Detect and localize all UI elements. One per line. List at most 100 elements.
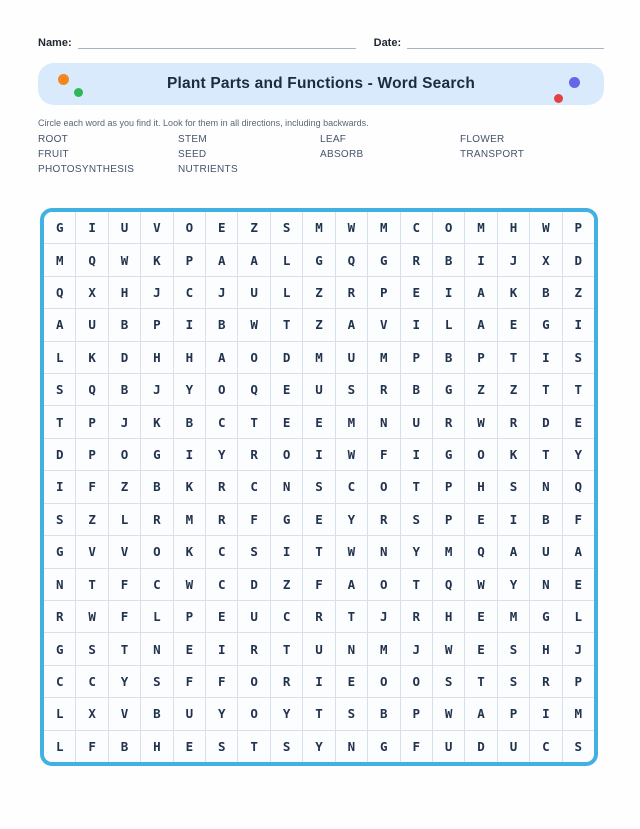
grid-cell-r5c4: H [141, 341, 173, 374]
word-list: ROOT STEM LEAF FLOWER FRUIT SEED ABSORB TRANSPO… [38, 134, 604, 175]
grid-cell-r9c4: B [141, 471, 173, 503]
title-banner: Plant Parts and Functions - Word Search [38, 63, 604, 105]
grid-cell-r7c1: T [44, 406, 76, 438]
grid-cell-r4c15: E [497, 309, 530, 341]
grid-cell-r4c1: A [44, 309, 76, 341]
grid-cell-r3c16: B [530, 276, 562, 309]
grid-cell-r5c11: M [368, 341, 400, 374]
grid-cell-r1c16: W [530, 212, 562, 244]
grid-cell-r6c3: B [108, 374, 141, 406]
grid-cell-r16c13: W [432, 698, 465, 730]
grid-cell-r5c3: D [108, 341, 141, 374]
grid-cell-r2c6: A [206, 244, 238, 276]
grid-cell-r12c11: O [368, 568, 400, 600]
grid-cell-r5c9: M [303, 341, 335, 374]
grid-cell-r7c17: E [562, 406, 594, 438]
grid-cell-r12c5: W [173, 568, 206, 600]
grid-cell-r7c2: P [76, 406, 108, 438]
grid-cell-r14c8: T [270, 633, 303, 665]
grid-cell-r9c10: C [335, 471, 368, 503]
grid-cell-r14c11: M [368, 633, 400, 665]
grid-cell-r12c10: A [335, 568, 368, 600]
grid-cell-r6c7: Q [238, 374, 270, 406]
grid-cell-r8c2: P [76, 438, 108, 471]
grid-cell-r4c8: T [270, 309, 303, 341]
grid-cell-r13c4: L [141, 600, 173, 633]
grid-cell-r7c14: W [465, 406, 497, 438]
grid-cell-r1c6: E [206, 212, 238, 244]
grid-cell-r12c16: N [530, 568, 562, 600]
grid-cell-r3c11: P [368, 276, 400, 309]
grid-cell-r15c5: F [173, 665, 206, 698]
grid-cell-r17c1: L [44, 730, 76, 762]
grid-cell-r15c15: S [497, 665, 530, 698]
grid-cell-r3c10: R [335, 276, 368, 309]
grid-cell-r8c17: Y [562, 438, 594, 471]
grid-cell-r15c3: Y [108, 665, 141, 698]
grid-cell-r4c6: B [206, 309, 238, 341]
grid-cell-r13c1: R [44, 600, 76, 633]
name-date-row: Name: Date: [38, 32, 604, 49]
grid-cell-r14c3: T [108, 633, 141, 665]
grid-cell-r3c9: Z [303, 276, 335, 309]
grid-cell-r12c9: F [303, 568, 335, 600]
date-label: Date: [373, 37, 402, 49]
grid-cell-r11c7: S [238, 536, 270, 568]
grid-cell-r3c17: Z [562, 276, 594, 309]
grid-cell-r1c5: O [173, 212, 206, 244]
grid-cell-r3c7: U [238, 276, 270, 309]
grid-cell-r2c15: J [497, 244, 530, 276]
grid-cell-r9c12: T [400, 471, 432, 503]
grid-cell-r13c13: H [432, 600, 465, 633]
grid-cell-r10c13: P [432, 503, 465, 536]
grid-cell-r13c8: C [270, 600, 303, 633]
grid-cell-r14c5: E [173, 633, 206, 665]
grid-cell-r10c4: R [141, 503, 173, 536]
grid-cell-r7c5: B [173, 406, 206, 438]
grid-cell-r16c12: P [400, 698, 432, 730]
grid-cell-r7c9: E [303, 406, 335, 438]
grid-cell-r11c16: U [530, 536, 562, 568]
grid-cell-r17c8: S [270, 730, 303, 762]
grid-cell-r17c14: D [465, 730, 497, 762]
grid-cell-r1c4: V [141, 212, 173, 244]
grid-cell-r12c7: D [238, 568, 270, 600]
grid-cell-r10c1: S [44, 503, 76, 536]
grid-cell-r15c13: S [432, 665, 465, 698]
grid-cell-r1c15: H [497, 212, 530, 244]
grid-cell-r15c11: O [368, 665, 400, 698]
word-list-item: ABSORB [320, 149, 364, 160]
grid-cell-r11c1: G [44, 536, 76, 568]
grid-cell-r11c5: K [173, 536, 206, 568]
grid-cell-r13c11: J [368, 600, 400, 633]
grid-cell-r3c2: X [76, 276, 108, 309]
grid-cell-r4c17: I [562, 309, 594, 341]
grid-cell-r12c13: Q [432, 568, 465, 600]
grid-cell-r13c2: W [76, 600, 108, 633]
grid-cell-r6c8: E [270, 374, 303, 406]
grid-cell-r5c12: P [400, 341, 432, 374]
grid-cell-r15c7: O [238, 665, 270, 698]
grid-cell-r6c9: U [303, 374, 335, 406]
grid-cell-r11c14: Q [465, 536, 497, 568]
grid-cell-r5c17: S [562, 341, 594, 374]
grid-cell-r1c8: S [270, 212, 303, 244]
grid-cell-r10c11: R [368, 503, 400, 536]
grid-cell-r10c8: G [270, 503, 303, 536]
grid-cell-r6c4: J [141, 374, 173, 406]
grid-cell-r10c6: R [206, 503, 238, 536]
word-list-item: NUTRIENTS [178, 164, 238, 175]
grid-cell-r11c8: I [270, 536, 303, 568]
grid-cell-r4c9: Z [303, 309, 335, 341]
grid-cell-r12c8: Z [270, 568, 303, 600]
grid-cell-r8c11: F [368, 438, 400, 471]
grid-cell-r9c15: S [497, 471, 530, 503]
grid-cell-r8c3: O [108, 438, 141, 471]
grid-cell-r17c2: F [76, 730, 108, 762]
grid-cell-r5c1: L [44, 341, 76, 374]
grid-cell-r17c15: U [497, 730, 530, 762]
grid-cell-r3c15: K [497, 276, 530, 309]
grid-cell-r7c15: R [497, 406, 530, 438]
grid-cell-r9c6: R [206, 471, 238, 503]
grid-cell-r9c13: P [432, 471, 465, 503]
